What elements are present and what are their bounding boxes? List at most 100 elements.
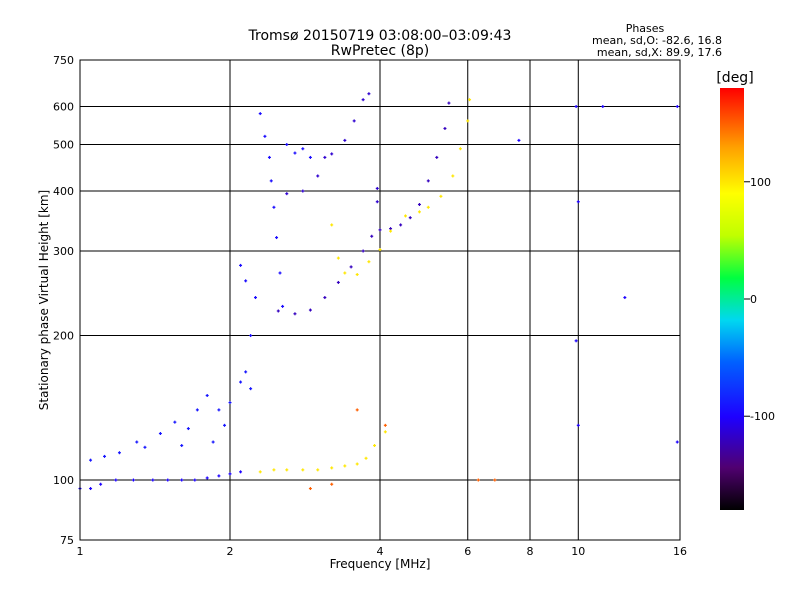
data-point <box>276 309 280 313</box>
data-point <box>193 478 197 482</box>
data-point <box>417 202 421 206</box>
data-point <box>375 186 379 190</box>
y-tick-label: 300 <box>53 245 74 258</box>
data-point <box>272 468 276 472</box>
phases-title: Phases <box>626 22 665 35</box>
colorbar-tick-label: 0 <box>750 293 757 306</box>
data-point <box>476 478 480 482</box>
data-point <box>336 256 340 260</box>
x-tick-label: 1 <box>77 545 84 558</box>
data-point <box>383 423 387 427</box>
data-point <box>336 280 340 284</box>
data-point <box>267 155 271 159</box>
data-point <box>217 474 221 478</box>
y-axis-label: Stationary phase Virtual Height [km] <box>37 190 51 410</box>
data-point <box>253 296 257 300</box>
data-point <box>135 440 139 444</box>
data-point <box>285 192 289 196</box>
data-point <box>186 427 190 431</box>
x-tick-label: 6 <box>464 545 471 558</box>
x-axis-label: Frequency [MHz] <box>330 557 431 571</box>
x-tick-label: 8 <box>527 545 534 558</box>
data-point <box>293 151 297 155</box>
data-point <box>301 189 305 193</box>
data-point <box>244 370 248 374</box>
x-tick-label: 16 <box>673 545 687 558</box>
data-point <box>89 458 93 462</box>
data-point <box>458 147 462 151</box>
data-point <box>574 339 578 343</box>
data-point <box>378 228 382 232</box>
data-point <box>258 112 262 116</box>
x-tick-label: 10 <box>571 545 585 558</box>
data-point <box>389 227 393 231</box>
data-point <box>114 478 118 482</box>
data-point <box>158 432 162 436</box>
data-point <box>364 456 368 460</box>
y-tick-label: 200 <box>53 330 74 343</box>
y-tick-label: 400 <box>53 185 74 198</box>
data-point <box>103 454 107 458</box>
data-point <box>239 263 243 267</box>
data-point <box>308 308 312 312</box>
data-point <box>601 105 605 109</box>
data-point <box>249 334 253 338</box>
gridlines <box>80 60 680 540</box>
chart-subtitle: RwPretec (8p) <box>331 43 429 59</box>
data-point <box>330 466 334 470</box>
data-point <box>249 387 253 391</box>
data-point <box>285 143 289 147</box>
data-point <box>228 401 232 405</box>
colorbar-tick-label: 100 <box>750 176 771 189</box>
data-point <box>466 119 470 123</box>
data-point <box>195 408 199 412</box>
data-point <box>352 119 356 123</box>
data-point <box>426 205 430 209</box>
data-point <box>343 271 347 275</box>
y-tick-label: 75 <box>60 534 74 547</box>
data-point <box>308 155 312 159</box>
data-point <box>151 478 155 482</box>
data-point <box>361 249 365 253</box>
plot-frame <box>79 59 681 541</box>
data-point <box>301 147 305 151</box>
data-point <box>228 472 232 476</box>
data-point <box>316 468 320 472</box>
data-point <box>323 296 327 300</box>
data-point <box>623 296 627 300</box>
data-point <box>275 236 279 240</box>
data-points <box>78 92 679 491</box>
axes: 1 2 4 6 8 10 16 75 100 200 300 400 500 600 750 <box>53 54 687 558</box>
data-point <box>417 210 421 214</box>
colorbar-ticks: 100 0 -100 <box>744 176 775 423</box>
data-point <box>281 304 285 308</box>
data-point <box>367 92 371 96</box>
data-point <box>343 138 347 142</box>
data-point <box>293 312 297 316</box>
data-point <box>517 138 521 142</box>
data-point <box>99 482 103 486</box>
data-point <box>370 234 374 238</box>
data-point <box>439 194 443 198</box>
data-point <box>180 444 184 448</box>
data-point <box>244 279 248 283</box>
data-point <box>403 214 407 218</box>
data-point <box>375 200 379 204</box>
y-tick-label: 500 <box>53 139 74 152</box>
data-point <box>272 205 276 209</box>
data-point <box>349 265 353 269</box>
data-point <box>576 423 580 427</box>
data-point <box>447 101 451 105</box>
data-point <box>89 487 93 491</box>
data-point <box>399 223 403 227</box>
data-point <box>330 152 334 156</box>
data-point <box>468 98 472 102</box>
data-point <box>355 408 359 412</box>
data-point <box>301 468 305 472</box>
data-point <box>131 478 135 482</box>
y-tick-label: 100 <box>53 474 74 487</box>
data-point <box>263 134 267 138</box>
data-point <box>576 200 580 204</box>
y-tick-label: 600 <box>53 101 74 114</box>
